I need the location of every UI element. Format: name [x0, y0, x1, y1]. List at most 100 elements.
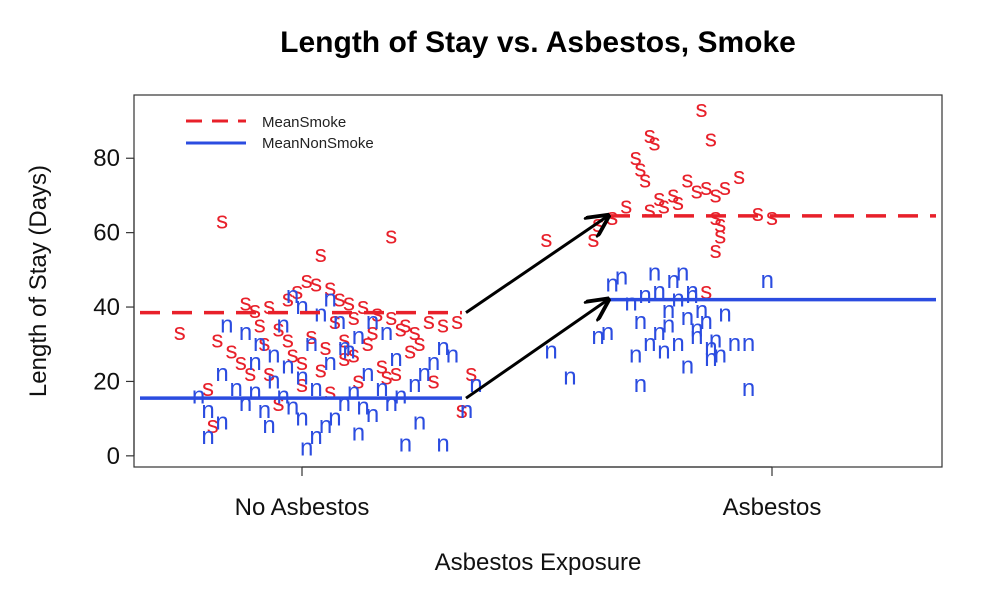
nonsmoke-point-9: n [267, 367, 280, 394]
nonsmoke-point-76: n [638, 282, 651, 309]
nonsmoke-point-50: n [305, 330, 318, 357]
nonsmoke-point-60: n [563, 364, 576, 391]
nonsmoke-point-88: n [742, 375, 755, 402]
smoke-point-86: s [644, 196, 656, 223]
smoke-point-77: s [653, 185, 665, 212]
smoke-point-3: s [174, 319, 186, 346]
nonsmoke-point-40: n [352, 323, 365, 350]
smoke-point-32: s [362, 330, 374, 357]
smoke-point-62: s [630, 144, 642, 171]
nonsmoke-point-89: n [606, 271, 619, 298]
nonsmoke-point-38: n [324, 349, 337, 376]
smoke-point-4: s [240, 289, 252, 316]
nonsmoke-point-24: n [408, 371, 421, 398]
nonsmoke-point-77: n [648, 260, 661, 287]
nonsmoke-point-57: n [295, 293, 308, 320]
smoke-point-10: s [324, 274, 336, 301]
nonsmoke-point-25: n [418, 360, 431, 387]
smoke-point-7: s [282, 286, 294, 313]
smoke-point-47: s [211, 327, 223, 354]
smoke-point-71: s [667, 181, 679, 208]
nonsmoke-point-23: n [394, 382, 407, 409]
nonsmoke-point-58: n [352, 420, 365, 447]
nonsmoke-point-71: n [690, 315, 703, 342]
smoke-point-67: s [710, 181, 722, 208]
y-tick-label-40: 40 [93, 294, 120, 321]
nonsmoke-point-44: n [286, 282, 299, 309]
smoke-point-2: s [385, 222, 397, 249]
x-axis: No Asbestos Asbestos [235, 466, 821, 521]
nonsmoke-point-16: n [328, 405, 341, 432]
smoke-point-61: s [705, 126, 717, 153]
smoke-point-73: s [658, 193, 670, 220]
smoke-point-68: s [719, 174, 731, 201]
x-tick-label-0: No Asbestos [235, 494, 370, 521]
smoke-point-64: s [639, 167, 651, 194]
smoke-point-69: s [733, 163, 745, 190]
smoke-point-18: s [423, 308, 435, 335]
smoke-point-49: s [367, 319, 379, 346]
nonsmoke-point-80: n [685, 282, 698, 309]
nonsmoke-point-31: n [220, 312, 233, 339]
nonsmoke-point-82: n [704, 334, 717, 361]
nonsmoke-point-54: n [413, 408, 426, 435]
smoke-point-82: s [714, 222, 726, 249]
smoke-point-15: s [385, 304, 397, 331]
nonsmoke-point-11: n [286, 393, 299, 420]
nonsmoke-point-0: n [192, 382, 205, 409]
nonsmoke-point-45: n [324, 286, 337, 313]
smoke-point-83: s [710, 237, 722, 264]
smoke-point-20: s [226, 338, 238, 365]
nonsmoke-point-19: n [356, 393, 369, 420]
nonsmoke-point-48: n [342, 338, 355, 365]
smoke-point-35: s [404, 338, 416, 365]
nonsmoke-point-84: n [634, 371, 647, 398]
nonsmoke-point-33: n [253, 330, 266, 357]
nonsmoke-point-47: n [469, 371, 482, 398]
smoke-point-51: s [291, 278, 303, 305]
smoke-point-37: s [202, 375, 214, 402]
smoke-point-48: s [254, 312, 266, 339]
nonsmoke-point-79: n [676, 260, 689, 287]
y-axis: 0 20 40 60 80 [93, 145, 135, 470]
y-tick-label-60: 60 [93, 220, 120, 247]
nonsmoke-point-78: n [667, 267, 680, 294]
smoke-point-57: s [263, 360, 275, 387]
nonsmoke-point-95: n [690, 323, 703, 350]
smoke-point-44: s [456, 397, 468, 424]
nonsmoke-point-61: n [591, 323, 604, 350]
nonsmoke-point-39: n [338, 334, 351, 361]
nonsmoke-point-26: n [427, 349, 440, 376]
smoke-point-79: s [714, 211, 726, 238]
nonsmoke-point-66: n [643, 330, 656, 357]
nonsmoke-point-70: n [681, 304, 694, 331]
smoke-point-53: s [395, 315, 407, 342]
chart-title: Length of Stay vs. Asbestos, Smoke [280, 26, 796, 59]
nonsmoke-point-36: n [295, 364, 308, 391]
smoke-point-55: s [338, 345, 350, 372]
nonsmoke-point-81: n [695, 297, 708, 324]
nonsmoke-point-64: n [624, 289, 637, 316]
nonsmoke-point-20: n [366, 401, 379, 428]
smoke-point-17: s [409, 319, 421, 346]
nonsmoke-point-90: n [629, 341, 642, 368]
nonsmoke-point-62: n [601, 319, 614, 346]
nonsmoke-point-43: n [314, 300, 327, 327]
nonsmoke-point-52: n [361, 360, 374, 387]
nonsmoke-point-51: n [333, 308, 346, 335]
smoke-point-80: s [752, 200, 764, 227]
smoke-point-21: s [235, 349, 247, 376]
smoke-point-45: s [465, 360, 477, 387]
nonsmoke-point-21: n [375, 375, 388, 402]
smoke-point-24: s [273, 315, 285, 342]
smoke-mean-arrow [465, 216, 608, 314]
smoke-point-56: s [315, 356, 327, 383]
plot-frame [133, 94, 943, 468]
smoke-point-23: s [258, 330, 270, 357]
nonsmoke-point-63: n [615, 263, 628, 290]
nonsmoke-point-67: n [653, 319, 666, 346]
smoke-point-72: s [672, 189, 684, 216]
smoke-point-39: s [296, 371, 308, 398]
nonsmoke-point-41: n [366, 308, 379, 335]
y-axis-label: Length of Stay (Days) [25, 165, 52, 397]
